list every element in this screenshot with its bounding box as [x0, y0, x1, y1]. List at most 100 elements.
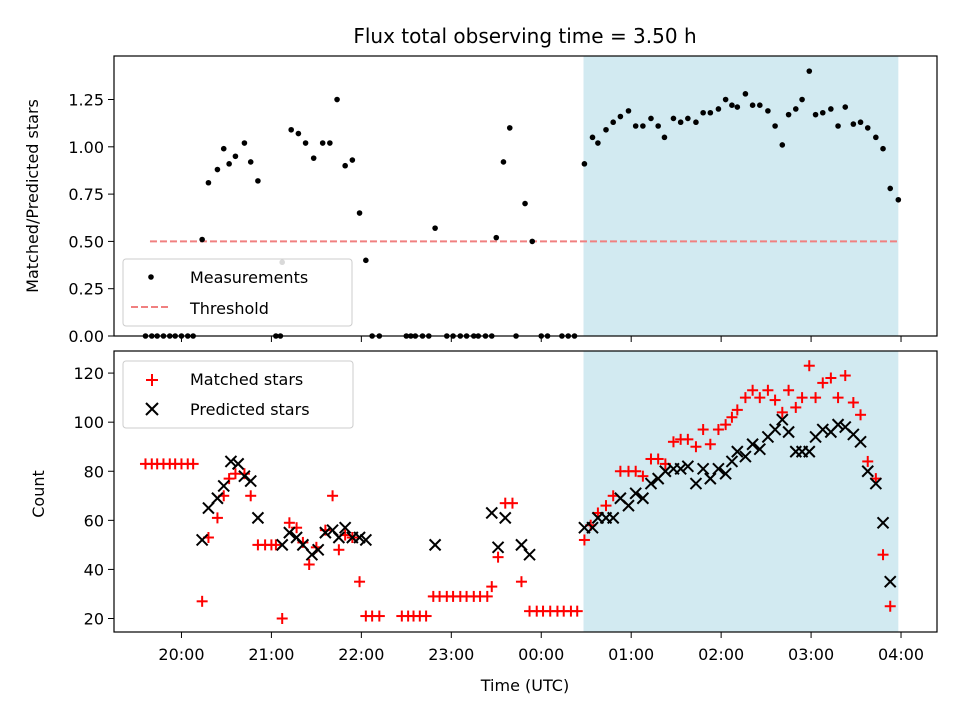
observing-window-bottom [583, 351, 899, 632]
predicted-star-marker [803, 445, 816, 458]
predicted-marker-stroke [753, 442, 767, 456]
ratio-x-ticks [180, 336, 902, 342]
predicted-marker-stroke [251, 511, 265, 525]
predicted-star-marker [746, 438, 759, 451]
predicted-star-marker [338, 521, 352, 534]
predicted-marker-stroke [491, 541, 505, 554]
measurement-point [199, 236, 205, 243]
matched-star-marker [333, 544, 345, 556]
matched-star-marker [630, 465, 642, 477]
predicted-marker-stroke [290, 531, 303, 544]
matched-star-marker [420, 610, 432, 622]
predicted-marker-stroke [839, 420, 852, 434]
measurement-point [603, 126, 609, 133]
x-tick-label: 21:00 [248, 645, 294, 664]
x-tick-label: 23:00 [428, 645, 474, 664]
measurement-point [895, 196, 902, 203]
predicted-star-marker [712, 462, 725, 476]
count-highlight-region [583, 351, 899, 632]
measurement-point [500, 159, 507, 165]
measurement-point [247, 159, 254, 165]
predicted-marker-stroke [816, 423, 829, 436]
predicted-marker-stroke [217, 479, 230, 493]
measurement-point [700, 109, 706, 116]
predicted-marker-stroke [776, 413, 789, 426]
measurement-point [873, 134, 879, 141]
matched-star-marker [832, 392, 844, 404]
predicted-star-marker [854, 435, 867, 449]
measurement-point [529, 238, 536, 245]
matched-star-marker [796, 392, 808, 404]
ratio-y-tick-label: 0.50 [68, 232, 104, 251]
predicted-marker-stroke [803, 445, 816, 458]
predicted-marker-stroke [202, 501, 215, 515]
predicted-star-marker [217, 479, 230, 493]
predicted-star-marker [776, 413, 789, 426]
count-subplot: 20 40 60 80 100 120 20:00 21:00 22:00 23:00 00:00… [29, 350, 938, 695]
predicted-star-marker [428, 538, 442, 552]
measurement-point [632, 123, 639, 129]
predicted-star-marker [622, 499, 635, 512]
predicted-marker-stroke [523, 548, 536, 561]
ratio-y-tick-label: 0.25 [68, 280, 104, 299]
predicted-marker-stroke [719, 467, 732, 480]
predicted-star-marker [831, 418, 845, 431]
matched-star-marker [223, 473, 235, 485]
matched-star-marker [187, 458, 199, 470]
predicted-marker-stroke [296, 538, 310, 552]
matched-star-marker [817, 377, 829, 389]
x-tick-label: 02:00 [698, 645, 744, 664]
predicted-marker-stroke [731, 445, 744, 458]
measurement-point [625, 108, 632, 114]
predicted-star-marker [202, 501, 215, 515]
predicted-marker-stroke [644, 477, 658, 490]
measurement-point [302, 140, 309, 146]
ratio-legend-box [122, 258, 353, 327]
count-y-axis: 20 40 60 80 100 120 [73, 364, 114, 629]
predicted-star-marker [211, 492, 224, 505]
measurement-point [589, 134, 596, 141]
observing-window-top [583, 56, 899, 336]
predicted-marker-stroke [428, 538, 442, 552]
measurement-point [319, 140, 326, 146]
predicted-marker-stroke [275, 538, 289, 552]
matched-star-marker [486, 581, 498, 593]
measurement-point [792, 106, 799, 112]
matched-star-marker [492, 551, 504, 563]
measurement-point [342, 162, 348, 169]
predicted-marker-stroke [869, 477, 883, 490]
ratio-y-tick-label: 0.00 [68, 327, 104, 346]
matched-legend-label: Matched stars [190, 370, 303, 389]
predicted-star-marker [332, 531, 346, 544]
ratio-subplot: 0.00 0.25 0.50 0.75 1.00 1.25 Matched/Predict… [23, 55, 938, 346]
measurement-point [850, 121, 857, 127]
matched-star-marker [354, 576, 366, 588]
matched-star-marker [754, 392, 766, 404]
predicted-marker-stroke [326, 523, 339, 537]
predicted-marker-stroke [712, 462, 725, 476]
measurement-point [812, 111, 819, 118]
predicted-marker-stroke [746, 438, 759, 451]
count-legend: Matched stars Predicted stars [122, 360, 354, 429]
measurement-point [310, 155, 317, 161]
measurement-point [685, 115, 691, 122]
measurement-point [595, 140, 601, 146]
measurement-point [648, 115, 654, 122]
measurement-point [880, 145, 886, 152]
predicted-star-marker [353, 531, 366, 544]
measurement-point [670, 115, 677, 122]
measurement-point [806, 68, 813, 74]
matched-star-marker [726, 411, 738, 423]
ratio-y-axis: 0.00 0.25 0.50 0.75 1.00 1.25 [68, 91, 114, 346]
count-y-tick-label: 40 [84, 560, 104, 579]
predicted-star-marker [485, 506, 498, 520]
predicted-marker-stroke [614, 492, 627, 505]
matched-star-marker [652, 453, 664, 465]
matched-star-marker [783, 384, 795, 396]
matched-star-marker [270, 539, 282, 551]
measurements-legend-label: Measurements [190, 268, 308, 287]
count-y-tick-label: 20 [84, 610, 104, 629]
measurement-point [785, 111, 792, 118]
measurement-point [581, 161, 588, 167]
predicted-star-marker [861, 465, 874, 478]
